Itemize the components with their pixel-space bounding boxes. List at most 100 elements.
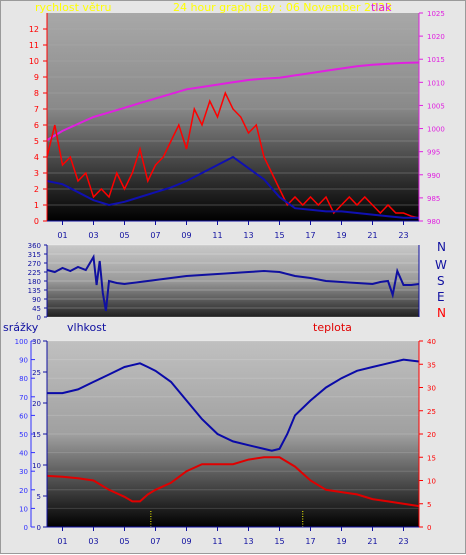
precip-axis-label: srážky: [3, 321, 39, 334]
wind-direction-line: [46, 253, 420, 312]
wind-tick-label: 3: [34, 169, 39, 178]
wind-plot-area: [47, 13, 419, 221]
hour-tick-label: 07: [150, 537, 160, 546]
temp-tick-label: 10: [427, 478, 436, 486]
humidity-grid: [47, 340, 419, 528]
hour-tick-label: 23: [398, 231, 408, 240]
wind-tick-label: 4: [34, 153, 39, 162]
temp-tick-label: 25: [427, 408, 436, 416]
hour-tick-label: 23: [398, 537, 408, 546]
compass-south: S: [437, 274, 445, 288]
wind-average-line: [46, 155, 419, 219]
hour-tick-label: 11: [212, 537, 222, 546]
pressure-tick-label: 1000: [427, 126, 445, 134]
pressure-axis-label: tlak: [371, 1, 392, 14]
chart-title: 24 hour graph day : 06 November 2023: [173, 1, 392, 14]
hour-tick-label: 07: [150, 231, 160, 240]
direction-tick-label: 225: [28, 269, 41, 277]
pressure-tick-label: 1010: [427, 79, 445, 87]
temp-axis-label: teplota: [313, 321, 352, 334]
wind-tick-label: 12: [29, 25, 39, 34]
temperature-line: [46, 456, 420, 508]
precip-tick-label: 10: [19, 505, 28, 513]
pressure-tick-label: 1015: [427, 56, 445, 64]
hour-tick-label: 15: [274, 537, 284, 546]
pressure-line: [46, 61, 420, 141]
humidity-tick-label: 0: [37, 524, 41, 532]
compass-north: N: [437, 240, 446, 254]
axes: 0123456789101112980985990995100010051010…: [15, 10, 445, 546]
humidity-tick-label: 5: [37, 493, 41, 501]
humidity-axis-label: vlhkost: [67, 321, 107, 334]
pressure-tick-label: 990: [427, 172, 440, 180]
pressure-tick-label: 980: [427, 218, 440, 226]
compass-west: W: [435, 258, 447, 272]
humidity-tick-label: 30: [32, 338, 41, 346]
direction-tick-label: 360: [28, 242, 41, 250]
pressure-tick-label: 1005: [427, 102, 445, 110]
humidity-tick-label: 20: [32, 400, 41, 408]
hour-tick-label: 01: [57, 537, 67, 546]
compass-north-2: N: [437, 306, 446, 320]
hour-tick-label: 19: [336, 537, 346, 546]
humidity-tick-label: 25: [32, 369, 41, 377]
wind-tick-label: 8: [34, 89, 39, 98]
pressure-tick-label: 995: [427, 149, 440, 157]
wind-axis-label: rychlost větru: [35, 1, 111, 14]
hour-tick-label: 11: [212, 231, 222, 240]
precip-tick-label: 20: [19, 487, 28, 495]
wind-tick-label: 0: [34, 217, 39, 226]
compass-east: E: [437, 290, 445, 304]
humidity-tick-label: 10: [32, 462, 41, 470]
wind-tick-label: 11: [29, 41, 39, 50]
hour-tick-label: 21: [367, 231, 377, 240]
temp-tick-label: 30: [427, 385, 436, 393]
wind-gust-line: [46, 90, 420, 219]
hour-tick-label: 17: [305, 231, 315, 240]
temp-tick-label: 5: [427, 501, 431, 509]
temp-tick-label: 20: [427, 431, 436, 439]
precip-tick-label: 40: [19, 450, 28, 458]
direction-tick-label: 45: [32, 305, 41, 313]
direction-tick-label: 315: [28, 251, 41, 259]
hour-tick-label: 05: [119, 537, 129, 546]
hour-tick-label: 13: [243, 231, 253, 240]
humidity-plot-area: [47, 341, 419, 527]
direction-tick-label: 135: [28, 287, 41, 295]
precip-tick-label: 70: [19, 394, 28, 402]
wind-tick-label: 1: [34, 201, 39, 210]
direction-tick-label: 270: [28, 260, 41, 268]
hour-tick-label: 19: [336, 231, 346, 240]
wind-tick-label: 9: [34, 73, 39, 82]
precip-tick-label: 60: [19, 412, 28, 420]
precip-tick-label: 0: [24, 524, 28, 532]
wind-tick-label: 6: [34, 121, 39, 130]
direction-tick-label: 0: [37, 314, 41, 322]
hour-tick-label: 17: [305, 537, 315, 546]
wind-tick-label: 7: [34, 105, 39, 114]
direction-tick-label: 90: [32, 296, 41, 304]
hour-tick-label: 03: [88, 231, 98, 240]
temp-tick-label: 40: [427, 338, 436, 346]
hour-tick-label: 15: [274, 231, 284, 240]
pressure-tick-label: 1025: [427, 10, 445, 18]
precip-markers: [150, 511, 304, 527]
humidity-tick-label: 15: [32, 431, 41, 439]
precip-tick-label: 80: [19, 375, 28, 383]
temp-tick-label: 15: [427, 454, 436, 462]
hour-tick-label: 03: [88, 537, 98, 546]
temp-tick-label: 35: [427, 361, 436, 369]
hour-tick-label: 09: [181, 231, 191, 240]
hour-tick-label: 21: [367, 537, 377, 546]
hour-tick-label: 09: [181, 537, 191, 546]
wind-tick-label: 2: [34, 185, 39, 194]
precip-tick-label: 50: [19, 431, 28, 439]
precip-tick-label: 90: [19, 357, 28, 365]
humidity-line: [47, 358, 420, 452]
hour-tick-label: 13: [243, 537, 253, 546]
wind-tick-label: 10: [29, 57, 39, 66]
hour-tick-label: 01: [57, 231, 67, 240]
wind-tick-label: 5: [34, 137, 39, 146]
